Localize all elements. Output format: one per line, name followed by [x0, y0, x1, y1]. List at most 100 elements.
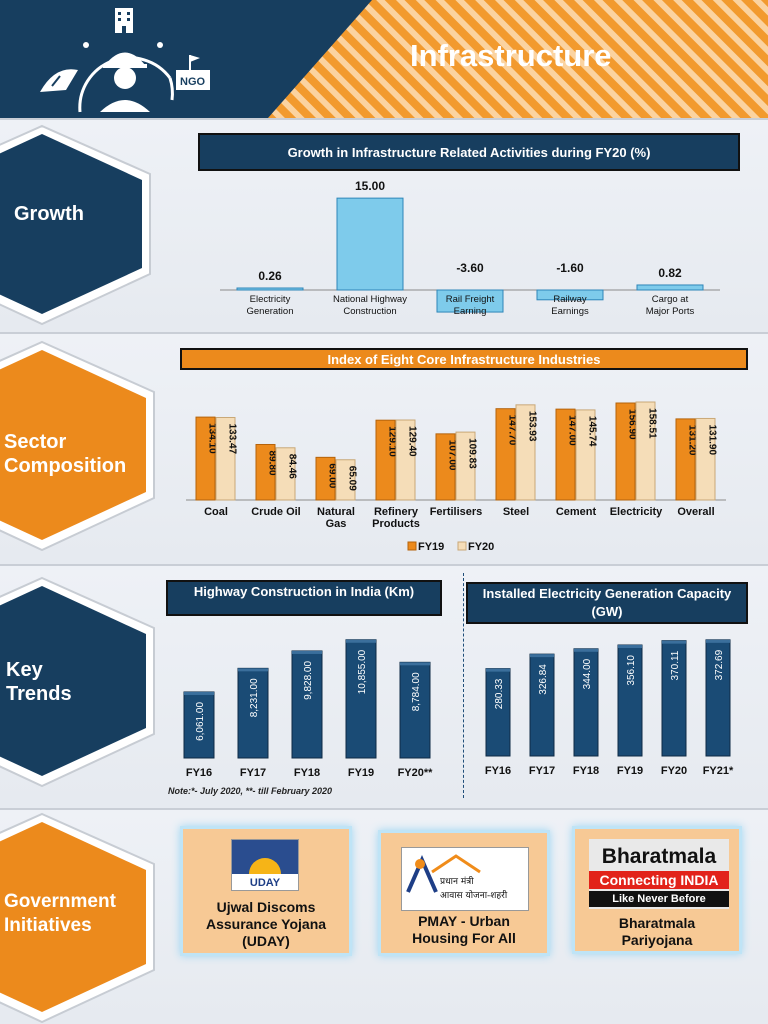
uday-logo-text: UDAY — [250, 877, 281, 889]
core-bar-fy19 — [615, 402, 636, 501]
highway-bar-cap — [292, 650, 322, 654]
core-category-label: Overall — [677, 506, 714, 518]
core-value-label: 158.51 — [647, 408, 658, 439]
growth-category-label: Construction — [343, 306, 396, 317]
core-bar-fy19 — [255, 443, 276, 501]
highway-bar — [345, 639, 377, 759]
power-bar-cap — [574, 648, 598, 652]
header-banner: NGO Infrastructure — [0, 0, 768, 118]
initiative-card-pmay: प्रधान मंत्री आवास योजना-शहरी PMAY - Urb… — [378, 830, 550, 956]
growth-category-label: Cargo at — [652, 294, 689, 305]
legend-label-fy19: FY19 — [418, 541, 444, 553]
bharatmala-logo: Bharatmala Connecting INDIA Like Never B… — [589, 839, 729, 909]
highway-value-label: 6,061.00 — [195, 702, 206, 741]
growth-value-label: 0.82 — [658, 266, 682, 280]
core-value-label: 133.47 — [227, 423, 238, 454]
core-bar-fy19 — [435, 433, 456, 501]
growth-bar — [236, 287, 304, 291]
core-value-label: 156.90 — [627, 409, 638, 440]
initiatives-hexagon — [0, 812, 155, 1024]
growth-category-label: Earning — [454, 306, 487, 317]
core-value-label: 84.46 — [287, 454, 298, 479]
growth-bar — [436, 289, 504, 313]
core-value-label: 145.74 — [587, 416, 598, 447]
core-bar-fy20 — [335, 459, 356, 501]
core-value-label: 129.10 — [387, 426, 398, 457]
growth-bar — [636, 284, 704, 291]
core-value-label: 109.83 — [467, 438, 478, 469]
header-stripes — [268, 0, 768, 118]
building-icon — [115, 8, 133, 33]
growth-chart-title: Growth in Infrastructure Related Activit… — [198, 133, 740, 171]
highway-value-label: 9,828.00 — [303, 661, 314, 700]
core-category-label: Electricity — [610, 506, 663, 518]
power-category-label: FY21* — [703, 765, 734, 777]
power-chart: 280.33 FY16 326.84 FY17 344.00 FY18 356.10 FY19… — [485, 639, 734, 777]
initiative-name: Ujwal Discoms Assurance Yojana (UDAY) — [205, 899, 327, 949]
highway-chart-title: Highway Construction in India (Km) — [166, 580, 442, 616]
ngo-icon — [176, 55, 210, 90]
core-category-label: Products — [372, 518, 420, 530]
highway-bar-cap — [238, 668, 268, 672]
growth-hexagon — [0, 124, 151, 326]
uday-logo: UDAY — [231, 839, 299, 891]
core-chart-title: Index of Eight Core Infrastructure Indus… — [180, 348, 748, 370]
power-value-label: 326.84 — [538, 664, 549, 695]
road-icon — [40, 69, 78, 92]
initiative-name: PMAY - Urban Housing For All — [412, 913, 516, 946]
power-value-label: 356.10 — [626, 655, 637, 686]
highway-chart: 6,061.00 FY16 8,231.00 FY17 9,828.00 FY18 10,8… — [183, 639, 433, 779]
initiatives-label: Government Initiatives — [4, 891, 116, 936]
core-value-label: 89.80 — [267, 450, 278, 475]
power-category-label: FY20 — [661, 765, 687, 777]
core-bar-fy20 — [395, 419, 416, 501]
growth-value-label: 0.26 — [258, 269, 282, 283]
initiative-card-uday: UDAY Ujwal Discoms Assurance Yojana (UDAY) — [180, 826, 352, 956]
core-value-label: 65.09 — [347, 466, 358, 491]
power-value-label: 372.69 — [714, 649, 725, 680]
power-bar — [661, 640, 687, 757]
highway-bar — [183, 691, 215, 759]
bharatmala-logo-line-1: Bharatmala — [601, 845, 717, 868]
pmay-logo-text-1: प्रधान मंत्री — [440, 875, 474, 887]
growth-category-label: Major Ports — [646, 306, 695, 317]
core-bar-fy19 — [315, 456, 336, 501]
power-bar-cap — [706, 639, 730, 643]
power-category-label: FY19 — [617, 765, 643, 777]
core-bar-fy19 — [555, 408, 576, 501]
core-value-label: 153.93 — [527, 411, 538, 442]
initiative-name: Bharatmala Pariyojana — [618, 915, 696, 948]
highway-category-label: FY17 — [240, 767, 266, 779]
power-bar — [617, 644, 643, 757]
power-bar-cap — [530, 654, 554, 658]
core-value-label: 147.00 — [567, 415, 578, 446]
core-category-label: Refinery — [374, 506, 419, 518]
legend-swatch-fy20 — [457, 541, 467, 551]
growth-category-label: Railway — [553, 294, 587, 305]
core-category-label: Cement — [556, 506, 597, 518]
core-value-label: 107.00 — [447, 440, 458, 471]
highway-value-label: 10,855.00 — [357, 649, 368, 694]
growth-category-label: Generation — [246, 306, 293, 317]
trends-hexagon — [0, 576, 155, 788]
core-bar-fy19 — [195, 416, 216, 501]
sector-hexagon — [0, 340, 155, 552]
core-value-label: 131.20 — [687, 425, 698, 456]
pmay-logo: प्रधान मंत्री आवास योजना-शहरी — [401, 847, 529, 911]
power-bar-cap — [486, 668, 510, 672]
power-bar — [529, 653, 555, 757]
bharatmala-logo-line-2: Connecting INDIA — [589, 871, 729, 889]
power-bar-cap — [618, 645, 642, 649]
core-chart: 134.10 133.47 Coal 89.80 84.46 Crude Oil 69.00… — [186, 401, 726, 553]
power-value-label: 370.11 — [670, 650, 681, 680]
power-value-label: 344.00 — [582, 658, 593, 689]
core-category-label: Crude Oil — [251, 506, 301, 518]
worker-icon — [100, 52, 150, 112]
highway-category-label: FY18 — [294, 767, 320, 779]
power-bar-cap — [662, 640, 686, 644]
core-bar-fy19 — [675, 418, 696, 501]
core-category-label: Fertilisers — [430, 506, 483, 518]
power-chart-title: Installed Electricity Generation Capacit… — [466, 582, 748, 624]
power-category-label: FY16 — [485, 765, 511, 777]
